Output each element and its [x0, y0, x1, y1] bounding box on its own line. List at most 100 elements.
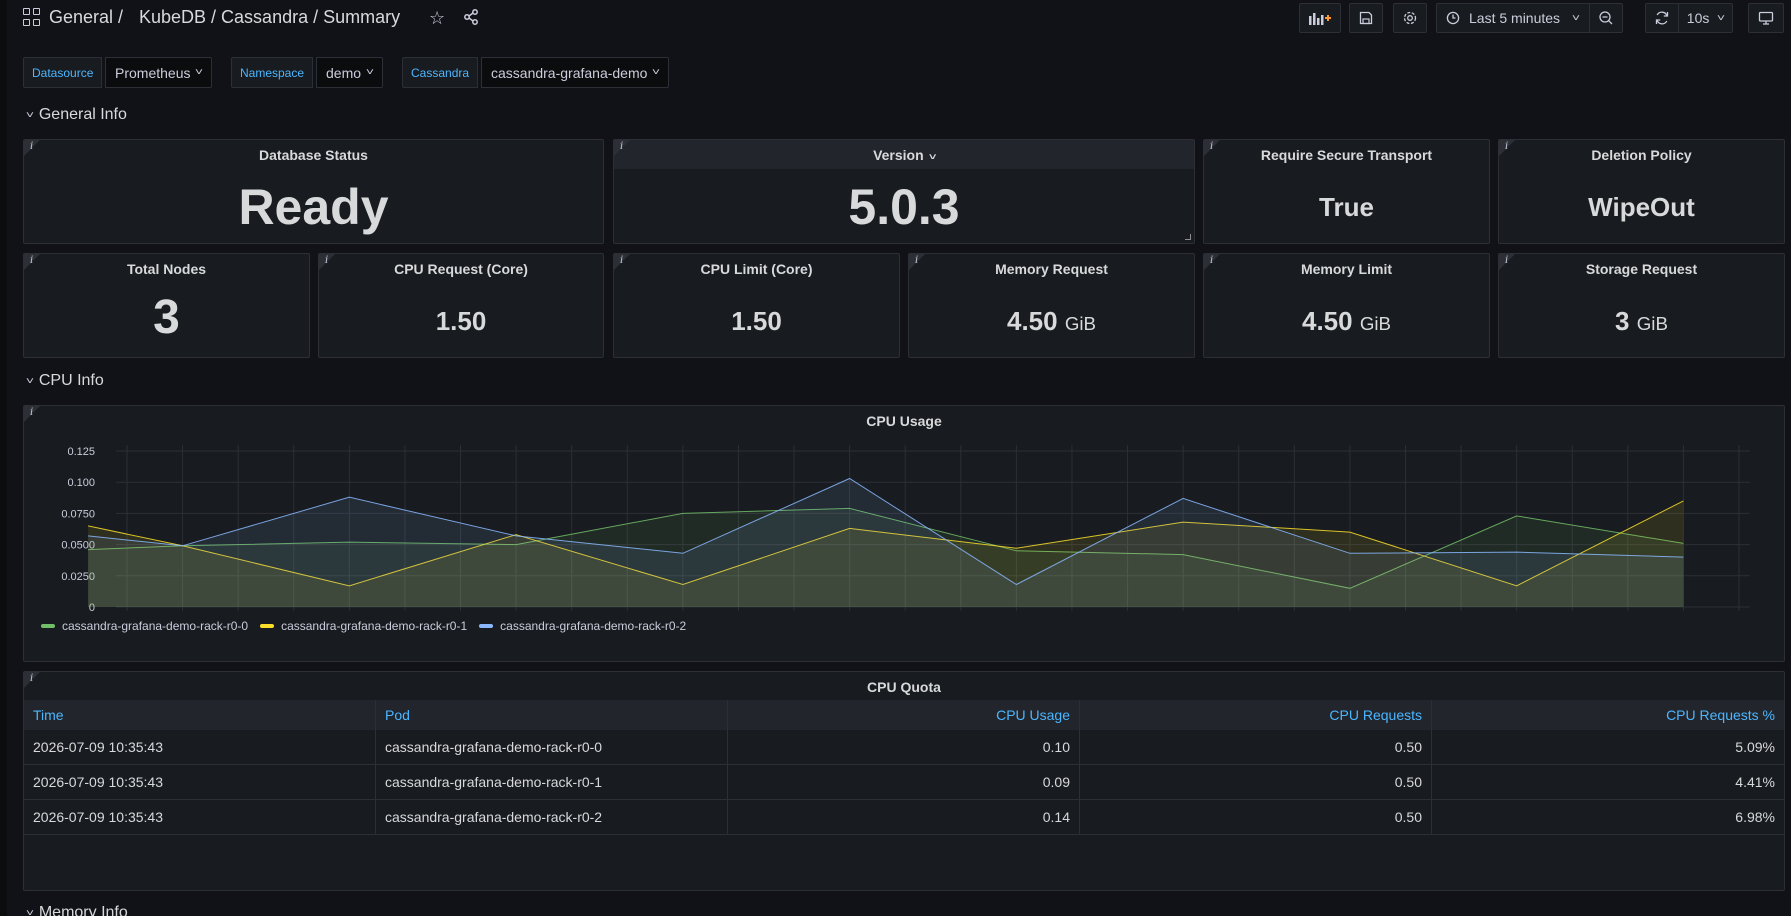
panel-memory-request[interactable]: i Memory Request 4.50 GiB [908, 253, 1195, 358]
panel-info-corner [614, 254, 630, 270]
panel-title[interactable]: Version ˅ [614, 147, 1194, 163]
info-icon[interactable]: i [30, 255, 34, 266]
variable-select-datasource[interactable]: Prometheus ˅ [105, 57, 213, 88]
table-row: 2026-07-09 10:35:43 cassandra-grafana-de… [24, 730, 1784, 765]
variable-label-cassandra: Cassandra [402, 57, 479, 88]
dashboard-title[interactable]: KubeDB / Cassandra / Summary [139, 7, 401, 27]
series-area-1 [88, 500, 1684, 607]
stat-value: Ready [238, 179, 389, 235]
panel-version[interactable]: i Version ˅ 5.0.3 [613, 139, 1195, 244]
cell-cpu-requests-percent: 4.41% [1735, 774, 1775, 790]
zoom-out-button[interactable] [1589, 3, 1623, 33]
refresh-button[interactable] [1645, 3, 1679, 33]
panel-cpu-limit[interactable]: i CPU Limit (Core) 1.50 [613, 253, 900, 358]
top-bar: General / KubeDB / Cassandra / Summary ☆… [7, 0, 1791, 36]
column-header-cpu-usage[interactable]: CPU Usage [728, 700, 1080, 730]
info-icon[interactable]: i [325, 255, 329, 266]
chevron-down-icon: ˅ [1571, 12, 1581, 24]
column-header-cpu-requests-percent[interactable]: CPU Requests % [1666, 707, 1775, 723]
zoom-out-icon [1599, 11, 1613, 25]
chart-legend: cassandra-grafana-demo-rack-r0-0 cassandr… [41, 619, 686, 633]
row-general-info[interactable]: ˅ General Info [26, 105, 127, 125]
panel-info-corner [1499, 140, 1515, 156]
series-area-0 [88, 508, 1684, 607]
panel-info-corner [909, 254, 925, 270]
panel-cpu-usage[interactable]: i CPU Usage 0 0.0250 0.0500 0.0750 0.100 0.12… [23, 405, 1785, 662]
variable-select-namespace[interactable]: demo ˅ [316, 57, 383, 88]
cpu-usage-chart[interactable]: 00.02500.05000.07500.1000.12510:30:5010:… [24, 406, 1784, 616]
panel-require-secure-transport[interactable]: i Require Secure Transport True [1203, 139, 1490, 244]
panel-database-status[interactable]: i Database Status Ready [23, 139, 604, 244]
legend-item[interactable]: cassandra-grafana-demo-rack-r0-1 [260, 619, 467, 633]
panel-cpu-request[interactable]: i CPU Request (Core) 1.50 [318, 253, 604, 358]
side-strip [0, 0, 7, 916]
row-title: CPU Info [38, 372, 104, 389]
stat-number: 4.50 [1006, 306, 1058, 336]
stat-value: 3 GiB [1499, 306, 1784, 337]
cell-cpu-requests: 0.50 [1080, 765, 1432, 799]
cell-pod: cassandra-grafana-demo-rack-r0-2 [376, 800, 728, 834]
info-icon[interactable]: i [1505, 255, 1509, 266]
series-line-2 [88, 477, 1684, 586]
table-row: 2026-07-09 10:35:43 cassandra-grafana-de… [24, 800, 1784, 835]
legend-item[interactable]: cassandra-grafana-demo-rack-r0-2 [479, 619, 686, 633]
share-icon[interactable] [462, 8, 480, 26]
info-icon[interactable]: i [30, 673, 34, 684]
panel-deletion-policy[interactable]: i Deletion Policy WipeOut [1498, 139, 1785, 244]
star-icon[interactable]: ☆ [429, 8, 446, 28]
panel-cpu-quota[interactable]: i CPU Quota Time Pod CPU Usage CPU Reque… [23, 671, 1785, 891]
table-row: 2026-07-09 10:35:43 cassandra-grafana-de… [24, 765, 1784, 800]
info-icon[interactable]: i [1210, 255, 1214, 266]
stat-value: 5.0.3 [848, 179, 960, 235]
stat-number: 3 [1615, 306, 1630, 336]
column-header-time[interactable]: Time [24, 700, 376, 730]
info-icon[interactable]: i [1210, 141, 1214, 152]
chevron-down-icon: ˅ [25, 375, 35, 387]
cell-cpu-usage: 0.10 [728, 730, 1080, 764]
panel-info-corner [24, 406, 40, 422]
info-icon[interactable]: i [620, 255, 624, 266]
time-range-picker[interactable]: Last 5 minutes ˅ [1436, 3, 1590, 33]
save-icon [1359, 11, 1373, 25]
column-header-pod[interactable]: Pod [376, 700, 728, 730]
dashboard-settings-button[interactable] [1393, 3, 1427, 33]
cell-cpu-requests-percent: 6.98% [1735, 809, 1775, 825]
variable-value: Prometheus [115, 64, 191, 81]
gear-icon [1403, 11, 1417, 25]
panel-info-corner [24, 254, 40, 270]
y-tick-label: 0 [89, 602, 95, 614]
refresh-interval-picker[interactable]: 10s ˅ [1678, 3, 1733, 33]
info-icon[interactable]: i [30, 141, 34, 152]
info-icon[interactable]: i [620, 141, 624, 152]
dashboards-grid-icon[interactable] [23, 8, 41, 26]
panel-title: Storage Request [1585, 261, 1698, 277]
column-header-cpu-requests[interactable]: CPU Requests [1080, 700, 1432, 730]
save-dashboard-button[interactable] [1349, 3, 1383, 33]
panel-title: CPU Usage [866, 413, 942, 429]
row-cpu-info[interactable]: ˅ CPU Info [25, 371, 104, 391]
clock-icon [1446, 11, 1460, 25]
panel-total-nodes[interactable]: i Total Nodes 3 [23, 253, 310, 358]
add-panel-button[interactable] [1299, 3, 1341, 33]
variable-select-cassandra[interactable]: cassandra-grafana-demo ˅ [481, 57, 670, 88]
tv-mode-button[interactable] [1748, 3, 1784, 33]
panel-storage-request[interactable]: i Storage Request 3 GiB [1498, 253, 1785, 358]
chevron-down-icon: ˅ [1717, 12, 1726, 24]
cell-time: 2026-07-09 10:35:43 [24, 730, 376, 764]
panel-title: CPU Request (Core) [394, 261, 528, 277]
legend-item[interactable]: cassandra-grafana-demo-rack-r0-0 [41, 619, 248, 633]
row-memory-info[interactable]: ˅ Memory Info [26, 903, 128, 916]
info-icon[interactable]: i [915, 255, 919, 266]
resize-handle-icon[interactable] [1185, 234, 1191, 240]
panel-memory-limit[interactable]: i Memory Limit 4.50 GiB [1203, 253, 1490, 358]
stat-unit: GiB [1636, 313, 1668, 334]
cell-time: 2026-07-09 10:35:43 [24, 800, 376, 834]
info-icon[interactable]: i [1505, 141, 1509, 152]
variable-value: cassandra-grafana-demo [491, 64, 648, 81]
stat-value: 1.50 [435, 306, 487, 336]
y-tick-label: 0.0500 [61, 540, 95, 552]
info-icon[interactable]: i [30, 407, 34, 418]
panel-title: Deletion Policy [1591, 147, 1692, 163]
cell-cpu-usage: 0.09 [728, 765, 1080, 799]
breadcrumb-folder[interactable]: General [49, 7, 114, 27]
